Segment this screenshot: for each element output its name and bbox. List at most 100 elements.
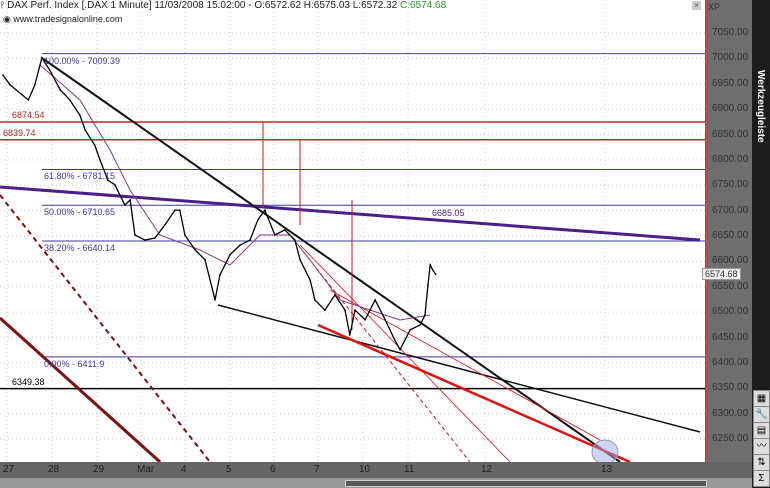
price-point [107, 179, 109, 181]
trendline-label: 6685.05 [432, 208, 465, 218]
close-icon[interactable]: × [692, 1, 701, 10]
wrench-icon[interactable]: 🔧 [753, 406, 770, 423]
scrollbar-thumb[interactable] [345, 480, 707, 487]
price-point [93, 144, 96, 146]
y-tick-label: 6550.00 [712, 280, 749, 292]
y-tick-label: 6850.00 [712, 128, 749, 140]
price-point [354, 309, 356, 311]
price-point [309, 279, 311, 281]
price-point [178, 209, 181, 211]
last-price-marker: 6574.68 [702, 268, 741, 281]
fib-label: 50.00% - 6710.65 [44, 207, 116, 218]
trendline-red-thin [329, 289, 601, 441]
y-tick-label: 6350.00 [712, 382, 749, 394]
arrows-icon[interactable]: ⇅ [753, 454, 770, 471]
y-tick-label: 6950.00 [712, 77, 749, 89]
price-point [164, 224, 166, 226]
sigma-icon[interactable]: Σ [753, 470, 770, 487]
trendline-black-lower [217, 304, 701, 433]
price-point [364, 318, 366, 321]
y-tick-label: 6900.00 [712, 103, 749, 115]
trendline-red-dashed [289, 234, 471, 462]
x-tick-label: 13 [601, 464, 613, 475]
price-point [48, 69, 51, 71]
price-point [204, 259, 206, 261]
y-tick-label: 6450.00 [712, 331, 749, 343]
price-point [239, 244, 241, 246]
price-point [174, 209, 176, 211]
source-text: www.tradesignalonline.com [13, 14, 123, 24]
y-tick-label: 6250.00 [712, 433, 749, 444]
price-point [394, 339, 396, 341]
price-point [344, 309, 346, 311]
price-point [219, 274, 221, 276]
y-tick-label: 6600.00 [712, 255, 749, 267]
source-link[interactable]: ◉ www.tradesignalonline.com [3, 14, 123, 24]
fib-label: 100.00% - 7009.39 [44, 55, 121, 66]
price-point [194, 248, 196, 251]
y-tick-label: 6400.00 [712, 356, 749, 368]
x-tick-label: 27 [3, 464, 15, 475]
price-point [154, 237, 156, 239]
price-point [299, 259, 301, 261]
price-point [334, 294, 336, 296]
toolbar: Werkzeugleiste ▦ 🔧 ▤ 〰 ⇅ Σ [752, 0, 770, 488]
price-chart[interactable] [0, 0, 705, 462]
price-point [59, 89, 62, 91]
price-point [429, 264, 432, 266]
chart-title: DAX Perf. Index [.DAX 1 Minute] 11/03/20… [7, 0, 398, 11]
x-tick-label: 10 [359, 464, 371, 475]
price-point [129, 199, 131, 201]
price-point [294, 239, 296, 241]
x-tick-label: 29 [93, 464, 105, 475]
trendline-purple [0, 185, 701, 242]
x-tick-label: 5 [226, 464, 232, 475]
fib-label: 61.80% - 6781.15 [44, 171, 116, 182]
price-point [2, 74, 4, 76]
trendline-black-upper [41, 57, 621, 462]
price-point [264, 209, 266, 211]
candle-icon: ⫯ [0, 0, 8, 11]
y-tick-label: 6500.00 [712, 306, 749, 318]
toolbar-title: Werkzeugleiste [755, 70, 766, 143]
x-tick-label: 11 [404, 464, 415, 475]
document-icon[interactable]: ▤ [753, 422, 770, 439]
y-axis[interactable]: 7050.00 7000.00 6950.00 6900.00 6850.00 6800.… [702, 0, 754, 462]
y-tick-label: 6700.00 [712, 204, 749, 216]
price-point [324, 309, 326, 311]
price-point [134, 234, 136, 236]
price-point [41, 57, 43, 59]
chart-header: ⫯ DAX Perf. Index [.DAX 1 Minute] 11/03/… [0, 0, 446, 11]
chart-plot-area[interactable]: ⫯ DAX Perf. Index [.DAX 1 Minute] 11/03/… [0, 0, 705, 462]
price-point [84, 129, 86, 131]
price-point [424, 314, 426, 316]
y-tick-label: 6800.00 [712, 153, 749, 165]
price-point [144, 239, 146, 241]
y-tick-label: 6650.00 [712, 230, 749, 241]
horizontal-scrollbar[interactable] [0, 478, 752, 488]
trendline-darkred-dashed [0, 194, 211, 462]
price-point [284, 229, 286, 231]
price-point [384, 318, 387, 321]
price-point [79, 114, 81, 117]
price-point [249, 239, 251, 241]
x-tick-label: 6 [270, 464, 276, 475]
trendline-darkred [0, 316, 162, 462]
price-point [399, 348, 401, 351]
highlight-oval [591, 439, 619, 462]
price-point [432, 269, 434, 271]
price-point [427, 283, 429, 286]
x-axis[interactable]: 27 28 29 Mar 4 5 6 7 10 11 12 13 [0, 462, 752, 478]
calendar-icon[interactable]: ▦ [753, 390, 770, 407]
price-point [27, 99, 30, 101]
price-point [274, 234, 276, 236]
y-tick-label: 7050.00 [712, 27, 749, 38]
price-point [434, 273, 437, 276]
price-point [69, 99, 71, 101]
moving-average-line [39, 64, 431, 321]
chart-icon[interactable]: 〰 [753, 438, 770, 455]
price-point [257, 218, 259, 221]
trendline-red [317, 323, 631, 462]
x-tick-label: Mar [137, 464, 155, 475]
y-tick-label: 6750.00 [712, 179, 749, 191]
